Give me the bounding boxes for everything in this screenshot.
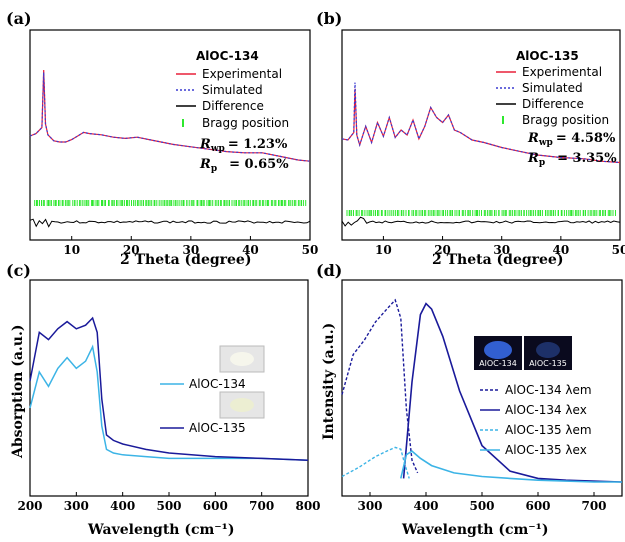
panel-b-rwp-sub: wp — [538, 138, 553, 148]
panel-a-sample-name: AlOC-134 — [196, 49, 259, 63]
panel-a-legend-simulated: Simulated — [202, 83, 263, 97]
x-tick-label: 50 — [302, 243, 319, 257]
panel-d-photo-aloc134-glow — [484, 341, 512, 359]
panel-a-simulated-line — [29, 72, 311, 162]
panel-a-rp-sub: p — [211, 164, 217, 174]
panel-a-rp-value: = 0.65% — [229, 157, 289, 172]
panel-c-frame — [29, 279, 309, 497]
panel-c-legend-aloc135: AlOC-135 — [189, 421, 246, 435]
panel-b-rp: Rp = 3.35% — [527, 151, 617, 168]
x-tick-label: 700 — [249, 499, 274, 513]
panel-b-difference-line — [341, 216, 621, 227]
x-tick-label: 300 — [357, 499, 382, 513]
x-tick-label: 10 — [63, 243, 80, 257]
x-tick-label: 400 — [110, 499, 135, 513]
x-tick-label: 800 — [295, 499, 320, 513]
panel-c-photo-aloc134 — [219, 345, 265, 373]
panel-b-legend-bragg: Bragg position — [522, 113, 609, 127]
x-tick-label: 500 — [156, 499, 181, 513]
panel-d-x-ticks: 300 400 500 600 700 — [357, 492, 607, 513]
panel-a-rp-symbol: R — [199, 157, 211, 172]
panel-c-x-ticks: 200 300 400 500 600 700 800 — [17, 492, 321, 513]
x-tick-label: 20 — [123, 243, 140, 257]
panel-b-bragg-ticks — [346, 210, 616, 216]
panel-d-legend-aloc135-ex: AlOC-135 λex — [505, 443, 587, 457]
panel-a-rwp: Rwp = 1.23% — [199, 137, 288, 154]
panel-d-ylabel: Intensity (a.u.) — [321, 323, 337, 440]
panel-b-simulated-line — [341, 82, 621, 164]
panel-a-bragg-ticks — [34, 200, 307, 206]
panel-a-difference-line — [29, 218, 311, 228]
x-tick-label: 700 — [581, 499, 606, 513]
panel-a-frame — [29, 29, 311, 241]
panel-c-xlabel: Wavelength (cm⁻¹) — [87, 522, 234, 538]
x-tick-label: 500 — [469, 499, 494, 513]
panel-d-aloc135-em-line — [341, 446, 410, 479]
panel-b-legend-experimental: Experimental — [522, 65, 602, 79]
panel-c-aloc135-line — [29, 316, 309, 461]
panel-d-legend-aloc135-em: AlOC-135 λem — [505, 423, 592, 437]
panel-c-photo-aloc134-sample — [230, 352, 254, 366]
panel-b-rwp-value: = 4.58% — [556, 131, 616, 146]
panel-b-xlabel: 2 Theta (degree) — [432, 252, 563, 268]
x-tick-label: 400 — [413, 499, 438, 513]
x-tick-label: 600 — [203, 499, 228, 513]
x-tick-label: 20 — [434, 243, 451, 257]
panel-b-rwp: Rwp = 4.58% — [527, 131, 616, 148]
x-tick-label: 50 — [612, 243, 625, 257]
panel-c-legend-aloc134: AlOC-134 — [189, 377, 246, 391]
panel-c-ylabel: Absorption (a.u.) — [10, 325, 26, 459]
panel-a-legend-bragg: Bragg position — [202, 116, 289, 130]
x-tick-label: 30 — [493, 243, 510, 257]
x-tick-label: 600 — [525, 499, 550, 513]
panel-d-photo-aloc135-glow — [536, 342, 560, 358]
x-tick-label: 10 — [375, 243, 392, 257]
panel-d-aloc134-em-line — [341, 298, 419, 474]
panel-a-legend-difference: Difference — [202, 99, 264, 113]
panel-b-legend-simulated: Simulated — [522, 81, 583, 95]
panel-b-tag: (b) — [316, 9, 342, 28]
panel-a-rwp-symbol: R — [199, 137, 211, 152]
x-tick-label: 40 — [552, 243, 569, 257]
panel-d-photo-aloc135-label: AlOC-135 — [529, 359, 567, 368]
panel-a-xlabel: 2 Theta (degree) — [120, 252, 251, 268]
panel-d-photo-aloc134-label: AlOC-134 — [479, 359, 517, 368]
panel-d-aloc134-ex-line — [402, 302, 623, 483]
panel-a-x-ticks: 10 20 30 40 50 — [63, 236, 318, 257]
panel-a-legend-experimental: Experimental — [202, 67, 282, 81]
panel-d-tag: (d) — [316, 261, 342, 280]
panel-d-legend-aloc134-em: AlOC-134 λem — [505, 383, 592, 397]
panel-b-x-ticks: 10 20 30 40 50 — [375, 236, 625, 257]
panel-c-photo-aloc135-sample — [230, 398, 254, 412]
panel-c-tag: (c) — [6, 261, 31, 280]
panel-b-legend-difference: Difference — [522, 97, 584, 111]
panel-a-rwp-sub: wp — [210, 144, 225, 154]
panel-a-rp: Rp = 0.65% — [199, 157, 289, 174]
x-tick-label: 30 — [182, 243, 199, 257]
panel-b-rp-symbol: R — [527, 151, 539, 166]
x-tick-label: 300 — [64, 499, 89, 513]
panel-a-rwp-value: = 1.23% — [228, 137, 288, 152]
panel-c-aloc134-line — [29, 344, 309, 461]
panel-b-rp-value: = 3.35% — [557, 151, 617, 166]
panel-b-frame — [341, 29, 621, 241]
panel-b-sample-name: AlOC-135 — [516, 49, 579, 63]
panel-d-legend-aloc134-ex: AlOC-134 λex — [505, 403, 587, 417]
panel-d-xlabel: Wavelength (cm⁻¹) — [401, 522, 548, 538]
x-tick-label: 40 — [242, 243, 259, 257]
panel-a-tag: (a) — [6, 9, 32, 28]
panel-d-aloc135-ex-line — [400, 450, 622, 483]
panel-b-rwp-symbol: R — [527, 131, 539, 146]
x-tick-label: 200 — [17, 499, 42, 513]
panel-b-rp-sub: p — [539, 158, 545, 168]
